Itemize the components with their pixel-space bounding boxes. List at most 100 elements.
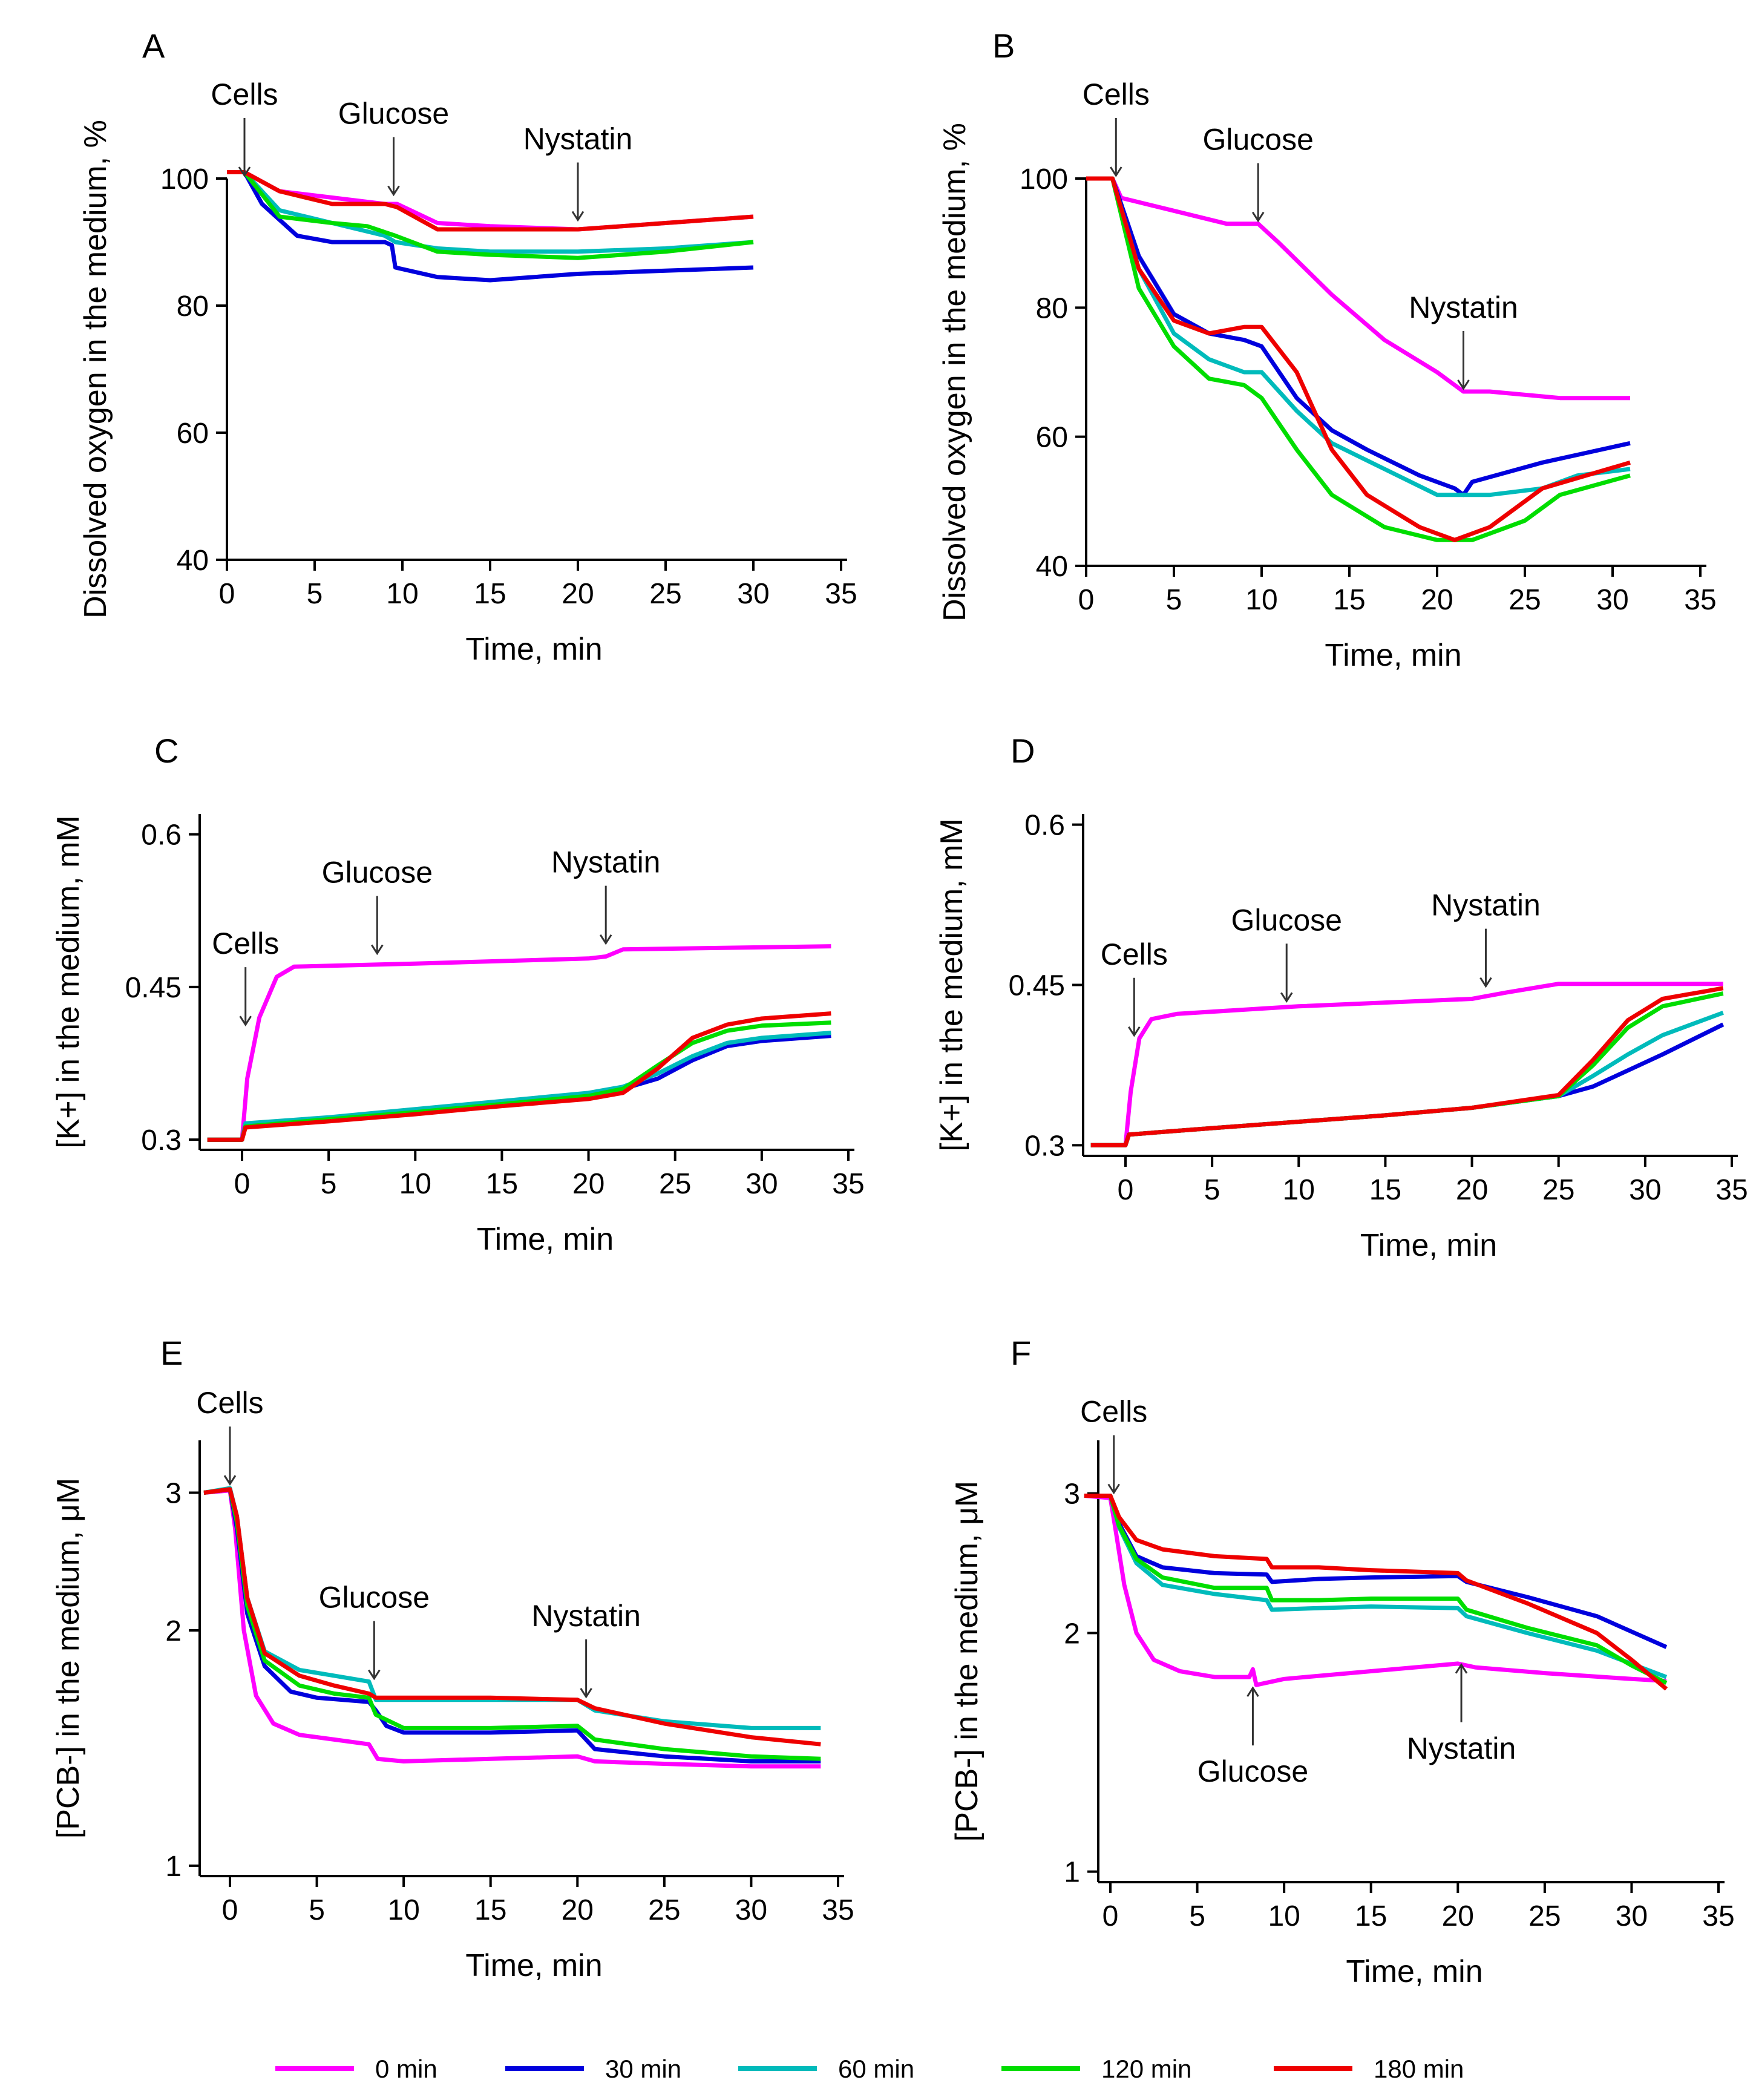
y-tick-label: 0.45 [1009, 970, 1065, 1002]
y-tick-label: 40 [177, 545, 209, 577]
x-tick-label: 30 [735, 1894, 767, 1926]
x-tick-label: 5 [321, 1168, 337, 1200]
series-line-120-min [1084, 1494, 1668, 1685]
series-line-0-min [1086, 176, 1630, 401]
y-axis-title: [PCB-] in the medium, μM [51, 1478, 86, 1839]
x-tick-label: 0 [219, 578, 235, 610]
y-tick-label: 1 [1064, 1857, 1080, 1889]
series-line-120-min [1086, 176, 1631, 542]
y-axis-title: Dissolved oxygen in the medium, % [937, 123, 972, 622]
annotation-label: Glucose [338, 97, 449, 131]
x-tick-label: 0 [1102, 1900, 1119, 1932]
x-tick-label: 5 [307, 578, 323, 610]
x-tick-label: 35 [825, 578, 857, 610]
x-tick-label: 10 [1268, 1900, 1300, 1932]
y-axis-title: [PCB-] in the medium, μM [949, 1481, 984, 1842]
y-tick-label: 80 [177, 290, 209, 323]
x-tick-label: 20 [1421, 584, 1453, 616]
y-tick-label: 0.6 [141, 819, 182, 851]
panel-letter: C [154, 732, 179, 770]
y-tick-label: 40 [1036, 551, 1068, 583]
annotation-label: Cells [211, 77, 278, 111]
panel-letter: A [142, 27, 165, 65]
arrow-head-icon [387, 185, 400, 197]
y-tick-label: 3 [1064, 1478, 1080, 1511]
legend-label: 120 min [1101, 2055, 1191, 2083]
arrow-head-icon [239, 1016, 252, 1026]
annotation-glucose: Glucose [1231, 903, 1342, 1003]
x-axis-title: Time, min [465, 1948, 602, 1983]
series-line-60-min [1090, 1011, 1724, 1147]
panel-f: F 0 5 10 15 20 25 30 35 1 2 3 Time, min [PCB-] in the… [949, 1334, 1735, 1989]
x-tick-label: 0 [234, 1168, 251, 1200]
panel-b: B 0 5 10 15 20 25 30 35 40 60 80 100 Time, min Dissolv… [937, 27, 1717, 673]
annotation-nystatin: Nystatin [1431, 888, 1541, 988]
x-tick-label: 20 [1442, 1900, 1474, 1932]
arrow-head-icon [571, 211, 585, 222]
series-line-30-min [203, 1487, 821, 1764]
y-tick-label: 0.3 [1024, 1130, 1065, 1162]
arrow-head-icon [1280, 992, 1293, 1003]
x-tick-label: 0 [1078, 584, 1095, 616]
annotation-glucose: Glucose [1197, 1686, 1308, 1788]
annotation-label: Glucose [1231, 903, 1342, 937]
arrow-head-icon [1110, 166, 1122, 177]
annotation-label: Cells [1101, 937, 1168, 971]
x-tick-label: 25 [649, 578, 681, 610]
arrow-head-icon [1247, 1686, 1259, 1697]
annotation-glucose: Glucose [1202, 123, 1314, 223]
annotation-glucose: Glucose [322, 855, 433, 956]
x-tick-label: 5 [1204, 1174, 1220, 1206]
x-axis-title: Time, min [477, 1222, 614, 1257]
x-tick-label: 10 [1283, 1174, 1315, 1206]
annotation-cells: Cells [212, 927, 279, 1026]
x-tick-label: 35 [1684, 584, 1716, 616]
x-tick-label: 35 [822, 1894, 854, 1926]
x-tick-label: 0 [222, 1894, 238, 1926]
y-axis-title: Dissolved oxygen in the medium, % [78, 120, 113, 619]
legend-label: 60 min [838, 2055, 914, 2083]
x-tick-label: 35 [1702, 1900, 1734, 1932]
x-tick-label: 20 [572, 1168, 604, 1200]
arrow-head-icon [1251, 211, 1265, 223]
series-line-0-min [1084, 1494, 1667, 1687]
series-line-180-min [1086, 176, 1631, 542]
x-tick-label: 5 [1166, 584, 1182, 616]
series-line-180-min [227, 170, 754, 232]
annotation-label: Nystatin [1407, 1731, 1516, 1765]
x-tick-label: 25 [1528, 1900, 1561, 1932]
x-tick-label: 25 [1509, 584, 1541, 616]
y-tick-label: 1 [165, 1851, 182, 1883]
legend-label: 30 min [605, 2055, 681, 2083]
y-tick-label: 0.3 [141, 1124, 182, 1157]
annotation-nystatin: Nystatin [1409, 290, 1518, 390]
x-tick-label: 15 [1355, 1900, 1387, 1932]
series-line-0-min [203, 1488, 821, 1769]
y-tick-label: 100 [1020, 163, 1068, 195]
annotation-label: Nystatin [531, 1599, 641, 1633]
arrow-head-icon [371, 944, 384, 956]
annotation-cells: Cells [1101, 937, 1168, 1037]
series-line-180-min [1090, 986, 1724, 1147]
y-axis-title: [K+] in the medium, mM [934, 818, 969, 1152]
annotation-nystatin: Nystatin [1407, 1663, 1516, 1765]
x-tick-label: 30 [745, 1168, 778, 1200]
x-tick-label: 30 [1616, 1900, 1648, 1932]
series-line-0-min [207, 944, 831, 1142]
arrow-head-icon [1128, 1026, 1141, 1037]
annotation-glucose: Glucose [319, 1581, 430, 1681]
annotation-nystatin: Nystatin [531, 1599, 641, 1699]
y-tick-label: 3 [165, 1477, 182, 1509]
annotation-label: Nystatin [523, 122, 633, 156]
legend-label: 180 min [1374, 2055, 1464, 2083]
annotation-nystatin: Nystatin [551, 845, 661, 945]
series-line-60-min [227, 170, 754, 254]
annotation-label: Cells [212, 927, 279, 960]
x-axis-title: Time, min [1360, 1228, 1497, 1263]
panel-c: C 0 5 10 15 20 25 30 35 0.3 0.45 0.6 Time, min [K+] i… [51, 732, 865, 1257]
legend-label: 0 min [375, 2055, 437, 2083]
x-tick-label: 0 [1118, 1174, 1134, 1206]
y-tick-label: 0.6 [1024, 810, 1065, 842]
legend: 0 min 30 min 60 min 120 min 180 min [275, 2055, 1464, 2083]
